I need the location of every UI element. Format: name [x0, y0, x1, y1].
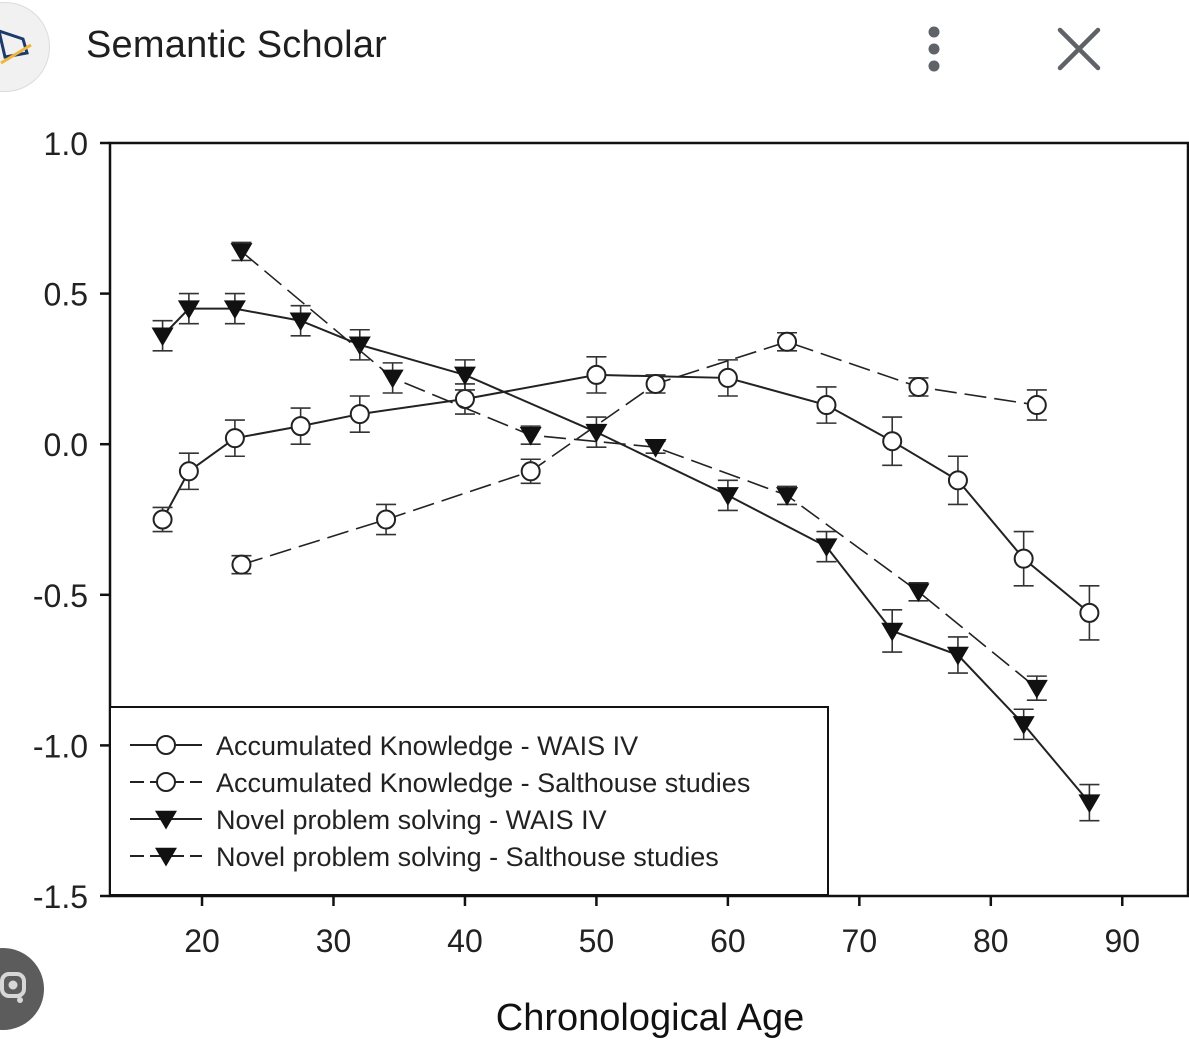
- header-bar: Semantic Scholar: [0, 0, 1189, 98]
- data-point: [644, 438, 667, 458]
- data-point: [224, 428, 245, 449]
- data-point: [1078, 794, 1101, 814]
- data-point: [231, 554, 252, 575]
- legend-marker: [156, 735, 176, 755]
- data-point: [453, 366, 476, 386]
- series-1: [152, 356, 1100, 641]
- x-tick-label: 20: [184, 923, 220, 959]
- data-point: [1025, 679, 1048, 699]
- data-point: [881, 622, 904, 642]
- legend-marker: [156, 772, 176, 792]
- data-point: [289, 312, 312, 332]
- series-layer: [151, 241, 1101, 822]
- legend: Accumulated Knowledge - WAIS IV Accumulat…: [109, 706, 829, 896]
- data-point: [290, 416, 311, 437]
- data-point: [151, 327, 174, 347]
- series-line: [161, 373, 1091, 614]
- data-point: [1026, 395, 1047, 416]
- y-tick-label: -1.5: [33, 879, 88, 915]
- data-point: [908, 376, 929, 397]
- data-point: [454, 389, 475, 410]
- y-tick-label: -1.0: [33, 728, 88, 764]
- x-tick-label: 40: [447, 923, 483, 959]
- more-vert-icon: [928, 26, 940, 72]
- data-point: [947, 470, 968, 491]
- data-point: [777, 331, 798, 352]
- series-line: [240, 250, 1038, 689]
- data-point: [381, 369, 404, 389]
- y-tick-label: 1.0: [44, 126, 88, 162]
- close-icon: [1057, 27, 1101, 71]
- legend-marker: [155, 847, 177, 867]
- x-axis-label: Chronological Age: [496, 997, 804, 1039]
- data-point: [585, 423, 608, 443]
- x-tick-label: 50: [579, 923, 615, 959]
- legend-label: Novel problem solving - Salthouse studie…: [216, 842, 719, 872]
- close-button[interactable]: [1050, 24, 1108, 76]
- legend-box: [109, 706, 829, 896]
- data-point: [716, 487, 739, 506]
- data-point: [178, 461, 199, 482]
- x-tick-label: 80: [973, 923, 1009, 959]
- semantic-scholar-logo-icon: [0, 2, 50, 92]
- data-point: [376, 509, 397, 530]
- y-tick-label: 0.5: [44, 277, 88, 313]
- x-tick-label: 30: [316, 923, 352, 959]
- more-options-button[interactable]: [912, 22, 956, 76]
- legend-label: Accumulated Knowledge - Salthouse studie…: [216, 768, 750, 798]
- data-point: [230, 243, 253, 262]
- data-point: [152, 509, 173, 530]
- chart-container: 1.0 0.5 0.0 -0.5 -1.0 -1.5 20 30 40 50 60 70 80 90 Ac…: [0, 98, 1189, 1056]
- data-point: [519, 426, 542, 446]
- data-point: [645, 373, 666, 394]
- x-tick-label: 90: [1104, 923, 1140, 959]
- data-point: [815, 538, 838, 558]
- data-point: [1079, 602, 1100, 623]
- age-trend-chart: 1.0 0.5 0.0 -0.5 -1.0 -1.5 20 30 40 50 60 70 80 90 Ac…: [33, 126, 1189, 1039]
- legend-label: Accumulated Knowledge - WAIS IV: [216, 731, 638, 761]
- data-point: [520, 461, 541, 482]
- google-lens-icon: [0, 972, 26, 1003]
- series-4: [230, 241, 1048, 702]
- data-point: [177, 300, 200, 320]
- data-point: [348, 336, 371, 356]
- legend-label: Novel problem solving - WAIS IV: [216, 805, 607, 835]
- series-2: [231, 331, 1047, 575]
- data-point: [946, 646, 969, 666]
- data-point: [223, 300, 246, 320]
- data-point: [1013, 548, 1034, 569]
- data-point: [586, 364, 607, 385]
- x-tick-label: 70: [842, 923, 878, 959]
- data-point: [717, 367, 738, 388]
- data-point: [882, 431, 903, 452]
- site-title[interactable]: Semantic Scholar: [86, 24, 388, 66]
- legend-marker: [155, 810, 177, 830]
- data-point: [349, 404, 370, 425]
- x-tick-label: 60: [710, 923, 746, 959]
- data-point: [907, 583, 930, 603]
- data-point: [776, 487, 799, 506]
- data-point: [816, 395, 837, 416]
- data-point: [1012, 716, 1035, 735]
- y-tick-label: 0.0: [44, 427, 88, 463]
- series-3: [151, 292, 1101, 822]
- y-tick-label: -0.5: [33, 578, 88, 614]
